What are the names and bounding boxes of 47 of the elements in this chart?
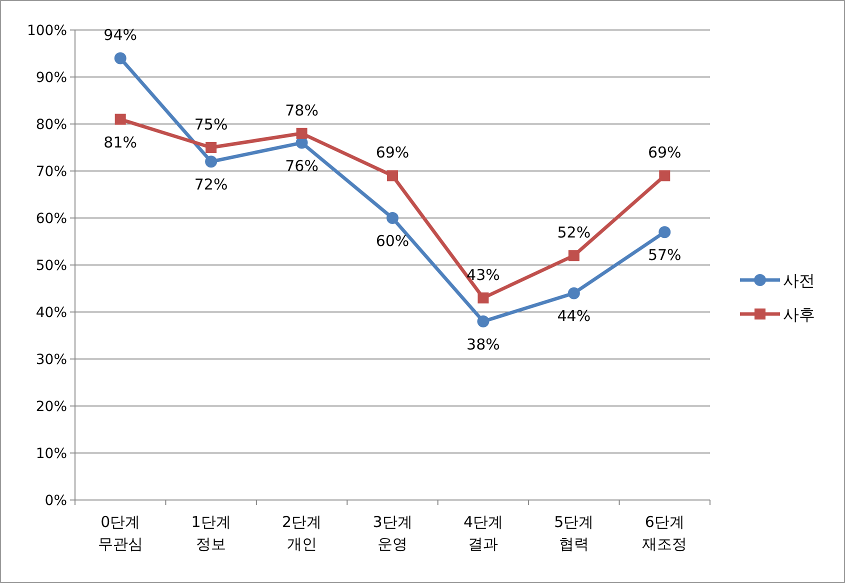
data-label: 69%: [648, 144, 682, 162]
point: [114, 52, 126, 64]
y-tick-label: 30%: [36, 352, 67, 368]
point: [568, 250, 580, 262]
x-tick-label: 3단계 운영: [372, 513, 412, 553]
point: [296, 128, 308, 139]
x-tick-label: 0단계 무관심: [98, 513, 143, 553]
point: [205, 156, 218, 168]
data-label: 44%: [557, 307, 591, 326]
point: [477, 315, 490, 328]
x-tick-label: 4단계 결과: [463, 513, 503, 553]
data-label: 69%: [376, 144, 410, 162]
point: [387, 170, 398, 182]
data-label: 60%: [376, 232, 410, 250]
y-tick-label: 90%: [36, 70, 67, 86]
data-label: 94%: [104, 26, 138, 44]
y-tick-label: 50%: [36, 258, 67, 274]
data-label: 57%: [648, 246, 682, 264]
y-tick-label: 20%: [36, 399, 67, 415]
legend-label: 사후: [783, 305, 815, 324]
y-tick-label: 10%: [36, 446, 67, 462]
x-tick-label: 1단계 정보: [191, 513, 231, 553]
data-label: 43%: [466, 266, 500, 284]
point: [659, 170, 670, 182]
y-tick-label: 60%: [36, 211, 67, 227]
point: [206, 142, 217, 153]
point: [386, 212, 398, 224]
y-tick-label: 100%: [26, 23, 67, 39]
legend-label: 사전: [783, 271, 815, 290]
data-label: 76%: [285, 156, 318, 175]
point: [568, 287, 580, 300]
point: [658, 226, 671, 238]
data-label: 75%: [194, 116, 228, 134]
y-tick-label: 40%: [36, 305, 67, 321]
point: [114, 114, 126, 125]
data-label: 78%: [285, 101, 318, 120]
y-tick-label: 0%: [44, 493, 67, 509]
x-tick-label: 2단계 개인: [282, 513, 322, 553]
y-tick-label: 70%: [36, 164, 67, 180]
x-tick-label: 6단계 재조정: [642, 513, 688, 553]
data-label: 81%: [104, 133, 138, 152]
data-label: 52%: [557, 224, 591, 242]
point: [478, 292, 489, 304]
data-label: 38%: [466, 335, 500, 354]
data-label: 72%: [194, 176, 228, 194]
y-tick-label: 80%: [36, 117, 67, 133]
x-tick-label: 5단계 협력: [554, 513, 594, 553]
